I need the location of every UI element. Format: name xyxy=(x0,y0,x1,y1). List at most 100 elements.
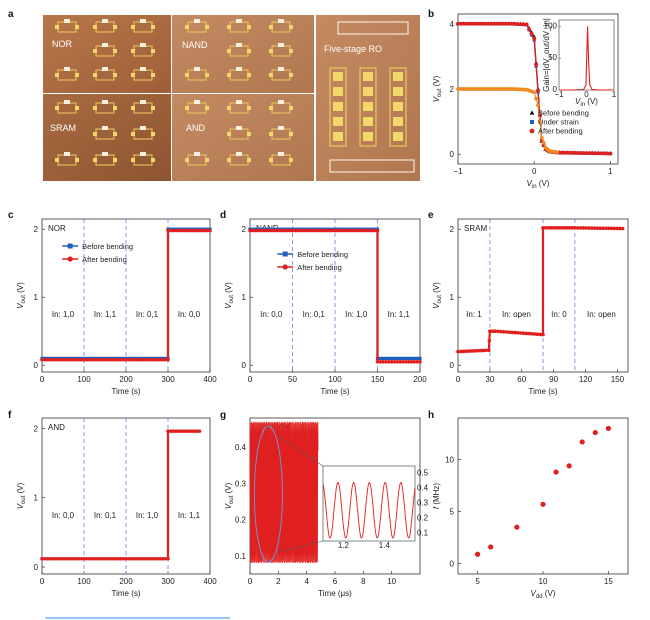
scatter-point xyxy=(579,439,585,445)
series-marker xyxy=(593,151,598,156)
series-marker xyxy=(604,226,608,231)
logic-device-pad xyxy=(278,19,284,23)
series-marker xyxy=(601,226,605,231)
series-marker xyxy=(53,556,57,561)
series-marker xyxy=(573,151,578,155)
inset-y-tick-label: 0.1 xyxy=(417,529,429,538)
series-marker xyxy=(567,226,572,230)
logic-device-pad xyxy=(269,25,273,29)
series-marker xyxy=(487,338,492,343)
series-marker xyxy=(554,226,559,230)
logic-device-pad xyxy=(278,126,284,130)
inset-y-tick-label: 50 xyxy=(548,53,557,62)
y-tick-label: 2 xyxy=(34,225,39,234)
logic-device-pad xyxy=(93,106,97,110)
series-marker xyxy=(76,357,81,362)
y-axis-label-main: V xyxy=(16,303,25,309)
x-tick-label: 400 xyxy=(203,577,217,586)
series-marker xyxy=(381,360,385,364)
plot-frame xyxy=(457,417,629,575)
segment-label: In: 0,0 xyxy=(178,310,201,319)
series-marker xyxy=(461,21,466,26)
logic-device-pad xyxy=(140,126,146,130)
x-axis-label-unit: (V) xyxy=(537,179,550,188)
scatter-point xyxy=(553,469,559,475)
scatter-point xyxy=(488,544,494,550)
series-marker xyxy=(62,357,67,362)
y-tick-label: 4 xyxy=(450,20,455,29)
series-marker xyxy=(401,360,405,364)
series-marker xyxy=(43,357,47,362)
x-tick-label: 400 xyxy=(203,375,217,384)
legend-marker xyxy=(529,110,535,115)
series-marker xyxy=(551,226,556,230)
series-marker xyxy=(50,556,55,561)
series-marker xyxy=(549,226,553,230)
series-marker xyxy=(256,228,261,233)
series-marker xyxy=(115,357,120,362)
panel-letter-b: b xyxy=(428,9,434,20)
legend-label: Before bending xyxy=(82,242,133,251)
series-marker xyxy=(602,151,607,156)
ro-column xyxy=(329,67,347,147)
series-marker xyxy=(515,331,520,335)
series-marker xyxy=(390,356,394,360)
series-marker xyxy=(608,151,613,156)
series-marker xyxy=(82,357,86,362)
ro-stage xyxy=(333,87,343,96)
series-marker xyxy=(169,228,173,233)
logic-device-pad xyxy=(236,126,242,130)
series-marker xyxy=(127,357,131,362)
logic-device-pad xyxy=(140,19,146,23)
series-marker xyxy=(171,228,176,233)
series-marker xyxy=(378,360,383,364)
series-marker xyxy=(45,556,50,561)
scatter-point xyxy=(566,463,572,469)
series-marker xyxy=(268,228,272,233)
scatter-point xyxy=(592,429,598,436)
series-marker xyxy=(595,226,600,230)
series-marker xyxy=(467,349,472,353)
series-marker xyxy=(456,349,460,354)
series-marker xyxy=(265,228,269,233)
sram-label: SRAM xyxy=(50,123,76,133)
series-marker xyxy=(71,556,76,561)
series-marker xyxy=(107,357,111,362)
series-marker xyxy=(381,356,385,360)
series-marker xyxy=(176,429,181,433)
segment-label: In: 1,1 xyxy=(94,310,117,319)
logic-device-pad xyxy=(131,106,135,110)
series-marker xyxy=(395,356,399,360)
series-marker xyxy=(513,330,517,335)
series-marker xyxy=(496,329,500,334)
y-axis-label-sub: out xyxy=(21,295,27,304)
series-marker xyxy=(557,226,561,230)
series-marker xyxy=(398,360,402,364)
series-marker xyxy=(584,151,589,156)
series-marker xyxy=(126,556,131,561)
x-tick-label: 4 xyxy=(304,577,309,586)
y-tick-label: 5 xyxy=(450,508,455,517)
series-marker xyxy=(562,226,567,230)
series-marker xyxy=(71,357,75,362)
logic-device-pad xyxy=(227,106,231,110)
x-axis-label: Time (s) xyxy=(528,387,557,396)
series-marker xyxy=(166,429,170,433)
series-marker xyxy=(87,357,92,362)
series-marker xyxy=(192,429,197,433)
logic-device-pad xyxy=(289,25,293,29)
logic-device-pad xyxy=(102,152,108,156)
series-marker xyxy=(321,228,326,233)
inset-x-tick-label: −1 xyxy=(554,90,564,99)
panel-letter-f: f xyxy=(8,410,12,421)
series-marker xyxy=(500,21,505,26)
inset-y-label: Gain=|dV_out/dV_in| xyxy=(542,18,551,92)
logic-device-pad xyxy=(64,19,70,23)
series-marker xyxy=(518,22,523,27)
logic-device-pad xyxy=(140,100,146,104)
series-marker xyxy=(135,357,139,362)
series-marker xyxy=(55,556,60,561)
series-marker xyxy=(599,151,604,156)
